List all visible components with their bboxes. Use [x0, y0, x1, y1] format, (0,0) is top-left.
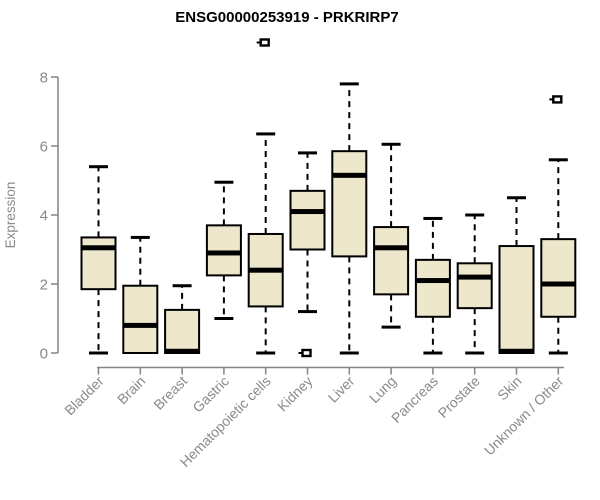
iqr-box [80, 236, 117, 291]
upper-whisker-cap [256, 132, 276, 136]
lower-whisker-cap [381, 325, 401, 329]
box-gastric [205, 180, 242, 320]
upper-whisker-cap [130, 235, 150, 239]
iqr-box [498, 245, 535, 354]
box-bladder [80, 165, 117, 355]
lower-whisker-cap [214, 317, 234, 320]
lower-whisker-cap [256, 351, 276, 355]
lower-whisker-cap [548, 351, 568, 355]
iqr-box [164, 308, 201, 354]
iqr-box [289, 189, 326, 251]
median-line [165, 348, 200, 354]
y-tick-label: 4 [40, 207, 48, 224]
x-category-label-lung: Lung [366, 373, 399, 406]
upper-whisker-cap [339, 82, 359, 86]
lower-whisker-cap [339, 351, 359, 355]
median-line [332, 172, 367, 178]
iqr-box [456, 262, 493, 310]
median-line [415, 278, 450, 284]
x-category-label-breast: Breast [150, 373, 190, 413]
median-line [499, 348, 534, 354]
median-line [541, 281, 576, 287]
box-lung [373, 142, 410, 329]
median-line [123, 322, 158, 328]
y-tick-label: 2 [40, 276, 48, 293]
lower-whisker-cap [89, 351, 108, 355]
box-liver [331, 82, 368, 355]
x-category-label-kidney: Kidney [274, 373, 316, 415]
x-category-label-bladder: Bladder [61, 373, 107, 419]
lower-whisker-cap [465, 351, 485, 355]
box-unknown-other [540, 95, 577, 355]
median-line [81, 245, 116, 251]
outlier-point [259, 38, 270, 47]
box-breast [164, 284, 201, 354]
upper-whisker-cap [298, 151, 317, 155]
median-line [248, 267, 283, 273]
outlier-point [301, 348, 312, 358]
iqr-box [205, 224, 242, 277]
median-line [206, 250, 241, 256]
upper-whisker-cap [507, 196, 526, 200]
box-hematopoietic-cells [247, 38, 284, 355]
iqr-box [331, 150, 368, 258]
outlier-point-serif [298, 352, 303, 354]
box-pancreas [414, 216, 451, 355]
y-axis-title: Expression [3, 182, 18, 249]
x-category-label-liver: Liver [325, 373, 358, 406]
y-tick-label: 6 [40, 138, 48, 155]
iqr-box [414, 258, 451, 318]
upper-whisker-cap [423, 216, 443, 220]
upper-whisker-cap [465, 213, 485, 217]
upper-whisker-cap [548, 158, 568, 162]
x-category-label-prostate: Prostate [435, 373, 483, 421]
outlier-point [552, 95, 563, 104]
y-tick-label: 8 [40, 69, 48, 86]
box-kidney [289, 151, 326, 358]
x-category-label-brain: Brain [114, 373, 148, 407]
iqr-box [122, 284, 159, 355]
outlier-point-serif [549, 98, 554, 101]
iqr-box [373, 226, 410, 296]
median-line [457, 274, 492, 280]
iqr-box [540, 238, 577, 318]
x-category-label-skin: Skin [494, 373, 525, 404]
lower-whisker-cap [423, 351, 443, 355]
box-brain [122, 235, 159, 355]
outlier-point-serif [256, 41, 261, 44]
y-tick-label: 0 [40, 345, 48, 362]
box-prostate [456, 213, 493, 355]
x-category-label-unknown-other: Unknown / Other [481, 373, 567, 459]
median-line [374, 245, 409, 251]
chart-title: ENSG00000253919 - PRKRIRP7 [175, 9, 399, 26]
lower-whisker-cap [298, 310, 317, 314]
upper-whisker-cap [172, 284, 192, 288]
upper-whisker-cap [381, 142, 401, 146]
box-skin [498, 196, 535, 354]
upper-whisker-cap [214, 180, 234, 184]
upper-whisker-cap [89, 165, 108, 169]
median-line [290, 209, 325, 215]
